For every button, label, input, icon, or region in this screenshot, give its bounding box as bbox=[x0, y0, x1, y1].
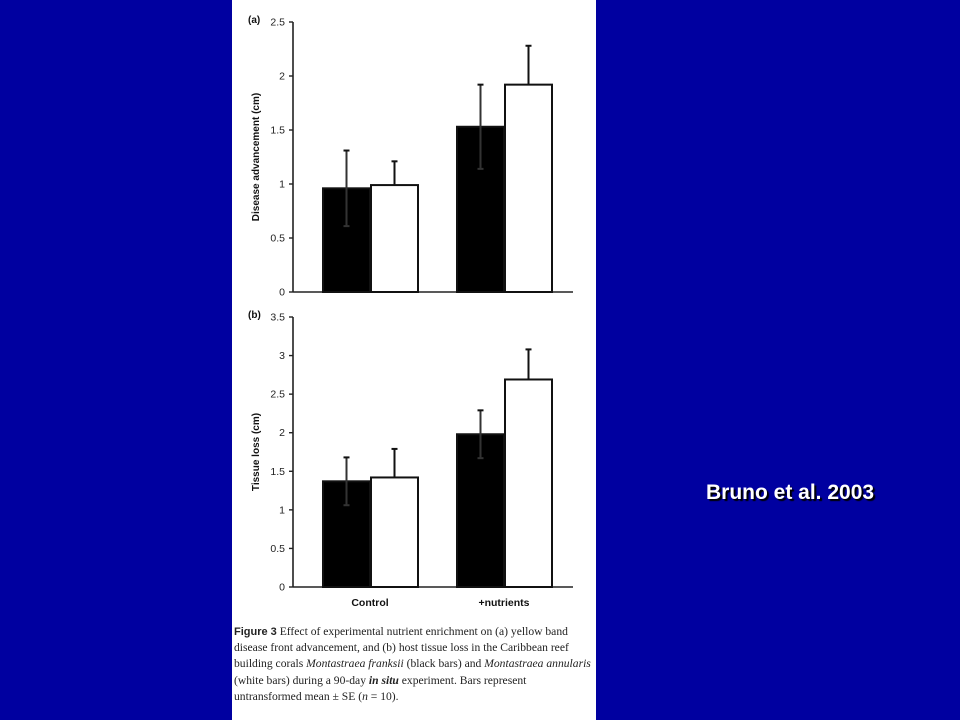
panel-b-ytick-label: 1.5 bbox=[270, 466, 285, 478]
panel-b-category-label: +nutrients bbox=[478, 597, 529, 609]
panel-b-ytick-label: 3.5 bbox=[270, 312, 285, 324]
panel-a-ytick-label: 1 bbox=[279, 179, 285, 191]
panel-a-bar bbox=[370, 184, 419, 293]
figure-caption: Figure 3 Effect of experimental nutrient… bbox=[234, 624, 592, 705]
panel-a-ylabel: Disease advancement (cm) bbox=[251, 93, 262, 221]
panel-a-ytick-label: 0.5 bbox=[270, 233, 285, 245]
figure-panel: (a) 0 0.5 1 1.5 2 2.5 Disease advancement (cm) (… bbox=[232, 0, 596, 720]
caption-n: n bbox=[362, 689, 368, 703]
caption-species-2: Montastraea annularis bbox=[484, 657, 591, 671]
panel-b-category-label: Control bbox=[351, 597, 388, 609]
panel-a-bar bbox=[504, 83, 553, 293]
panel-a-bar bbox=[456, 125, 505, 294]
panel-b-ytick-label: 0.5 bbox=[270, 543, 285, 555]
panel-b-ytick-label: 1 bbox=[279, 504, 285, 516]
panel-b-label: (b) bbox=[248, 310, 261, 321]
panel-b-ytick-label: 3 bbox=[279, 350, 285, 362]
panel-a-ytick-label: 0 bbox=[279, 287, 285, 299]
caption-figure-label: Figure 3 bbox=[234, 626, 277, 638]
panel-b-bar bbox=[370, 476, 419, 589]
caption-text-5: = 10). bbox=[367, 689, 399, 703]
panel-b-ytick-label: 0 bbox=[279, 582, 285, 594]
panel-a-ytick-label: 2 bbox=[279, 71, 285, 83]
panel-b-ytick-label: 2.5 bbox=[270, 389, 285, 401]
caption-text-2: (black bars) and bbox=[403, 657, 485, 671]
caption-species-1: Montastraea franksii bbox=[306, 657, 404, 671]
panel-b-ytick-label: 2 bbox=[279, 427, 285, 439]
caption-text-4: experiment. Bars represent untransformed… bbox=[234, 673, 527, 703]
bar-charts: (a) 0 0.5 1 1.5 2 2.5 Disease advancement (cm) (… bbox=[248, 15, 573, 609]
panel-a-ytick-label: 1.5 bbox=[270, 125, 285, 137]
citation-label: Bruno et al. 2003 bbox=[706, 481, 875, 504]
caption-text-1: Effect of experimental nutrient enrichme… bbox=[234, 625, 569, 671]
caption-in-situ: in situ bbox=[368, 673, 399, 687]
panel-a-label: (a) bbox=[248, 15, 260, 26]
caption-text-3: (white bars) during a 90-day bbox=[234, 673, 369, 687]
panel-b-bar bbox=[504, 378, 553, 588]
panel-b-ylabel: Tissue loss (cm) bbox=[251, 413, 262, 491]
panel-a-ytick-label: 2.5 bbox=[270, 17, 285, 29]
